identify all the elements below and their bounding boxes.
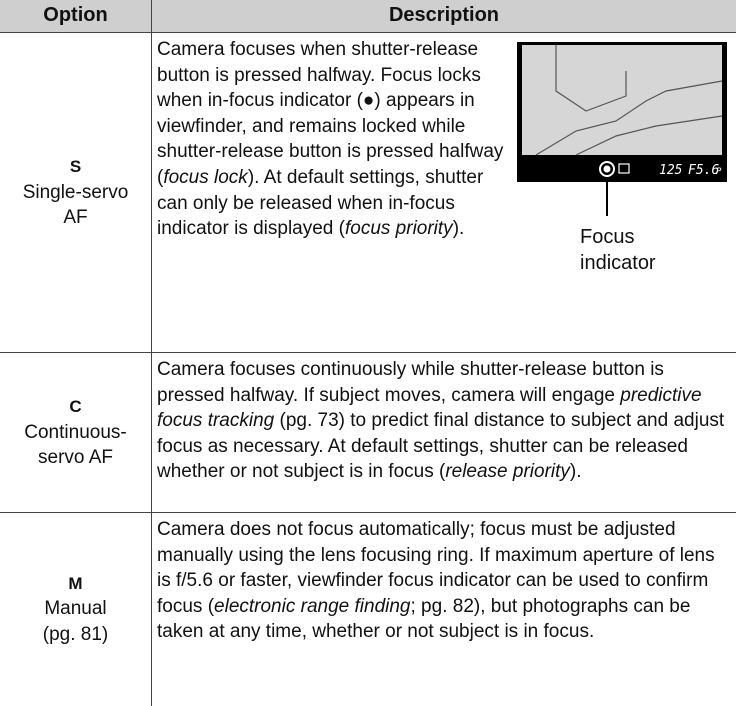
option-label: Manual — [2, 596, 149, 622]
display-readout: F5.6 — [688, 163, 719, 178]
description-text: electronic range finding — [214, 596, 410, 617]
option-code: M — [2, 571, 149, 597]
description-text: focus priority — [345, 218, 453, 239]
focus-indicator-dot — [604, 166, 611, 173]
option-label: Single-servo — [2, 180, 149, 206]
description-text: Camera focuses continuously while shutte… — [157, 359, 664, 406]
description-text: ). — [453, 218, 465, 239]
option-label: (pg. 81) — [2, 622, 149, 648]
option-label: Continuous- — [2, 420, 149, 446]
option-code: C — [2, 394, 149, 420]
display-readout: P — [716, 167, 722, 177]
header-row: Option Description — [0, 0, 736, 33]
header-cell: Option — [0, 0, 152, 33]
option-code: S — [2, 154, 149, 180]
viewfinder-scene — [522, 45, 722, 155]
description-text: release priority — [445, 461, 570, 482]
option-label: servo AF — [2, 445, 149, 471]
figure-caption: Focus indicator — [580, 224, 690, 276]
option-label: AF — [2, 205, 149, 231]
description-text: ). — [570, 461, 582, 482]
description-cell: Camera does not focus automatically; foc… — [152, 513, 736, 706]
viewfinder: 125 F5.6P — [516, 41, 730, 216]
description-text: focus lock — [163, 167, 247, 188]
header-cell: Description — [152, 0, 736, 33]
display-readout: 125 — [659, 163, 683, 178]
description-cell: Camera focuses continuously while shutte… — [152, 353, 736, 513]
description-text: Camera focuses when shutter-release butt… — [157, 39, 503, 188]
